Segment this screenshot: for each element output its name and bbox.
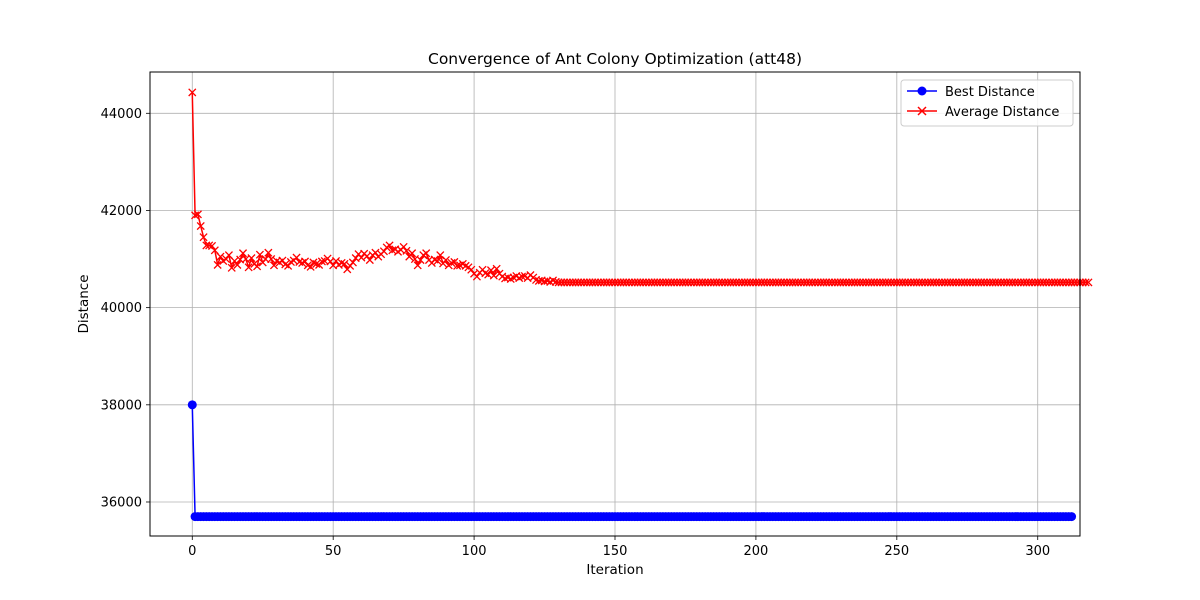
legend-marker-average	[917, 106, 927, 116]
legend-marker-best	[917, 86, 927, 96]
average-distance-point	[216, 252, 225, 261]
average-distance-point	[213, 260, 222, 269]
average-distance-point	[312, 259, 321, 268]
average-distance-point	[264, 248, 273, 257]
x-tick-label: 100	[462, 544, 487, 559]
best-distance-point	[187, 400, 197, 410]
average-distance-point	[1081, 278, 1090, 287]
best-distance-point	[1067, 512, 1077, 522]
average-distance-point	[244, 263, 253, 272]
average-distance-point	[433, 256, 442, 266]
y-axis-label: Distance	[76, 274, 92, 333]
average-distance-point	[193, 210, 202, 219]
y-tick-label: 44000	[101, 107, 142, 122]
average-distance-point	[450, 257, 459, 267]
axis-ticks: 0 50 100 150 200 250 300 36000 38000 40000 42000 44…	[101, 107, 1051, 559]
average-distance-point	[408, 249, 417, 258]
chart-title: Convergence of Ant Colony Optimization (…	[428, 50, 802, 68]
average-distance-point	[199, 233, 208, 242]
average-distance-point	[306, 262, 315, 271]
average-distance-point	[317, 257, 326, 266]
average-distance-point	[253, 262, 262, 271]
average-distance-point	[489, 271, 498, 280]
average-distance-point	[441, 255, 450, 265]
y-tick-label: 36000	[101, 495, 142, 510]
legend-box	[900, 79, 1074, 127]
average-distance-point	[472, 272, 481, 281]
x-tick-label: 300	[1025, 544, 1050, 559]
average-distance-point	[402, 246, 411, 255]
average-distance-point	[416, 255, 425, 265]
legend-label-average: Average Distance	[945, 105, 1059, 120]
average-distance-point	[269, 261, 279, 270]
x-tick-label: 0	[188, 544, 196, 559]
average-distance-point	[453, 261, 462, 270]
average-distance-point	[348, 258, 357, 267]
series-layer	[187, 88, 1093, 522]
average-distance-point	[385, 241, 394, 250]
average-distance-point	[267, 255, 276, 264]
legend: Best Distance Average Distance	[900, 79, 1074, 127]
average-distance-point	[191, 211, 200, 220]
grid	[150, 72, 1080, 536]
average-distance-point	[492, 264, 501, 273]
x-tick-label: 250	[884, 544, 909, 559]
average-distance-point	[413, 261, 422, 270]
average-distance-point	[340, 259, 349, 268]
average-distance-point	[233, 260, 242, 269]
average-distance-point	[447, 258, 456, 267]
x-tick-label: 200	[743, 544, 768, 559]
average-distance-point	[222, 255, 231, 264]
average-distance-point	[331, 256, 341, 266]
x-tick-label: 150	[603, 544, 628, 559]
average-distance-point	[467, 265, 476, 274]
y-tick-label: 38000	[101, 398, 142, 413]
average-distance-point	[247, 254, 256, 263]
average-distance-point	[238, 249, 248, 258]
average-distance-point	[365, 255, 374, 265]
average-distance-point	[227, 263, 236, 272]
average-distance-point	[399, 242, 408, 251]
legend-label-best: Best Distance	[945, 85, 1035, 100]
average-distance-point	[1084, 278, 1093, 287]
average-distance-point	[422, 249, 431, 258]
average-distance-point	[207, 241, 217, 250]
y-tick-label: 42000	[101, 204, 142, 219]
y-tick-label: 40000	[101, 301, 142, 316]
average-distance-point	[255, 250, 264, 259]
average-distance-point	[188, 88, 197, 97]
x-axis-label: Iteration	[586, 562, 643, 578]
average-distance-point	[196, 221, 205, 231]
x-tick-label: 50	[325, 544, 342, 559]
